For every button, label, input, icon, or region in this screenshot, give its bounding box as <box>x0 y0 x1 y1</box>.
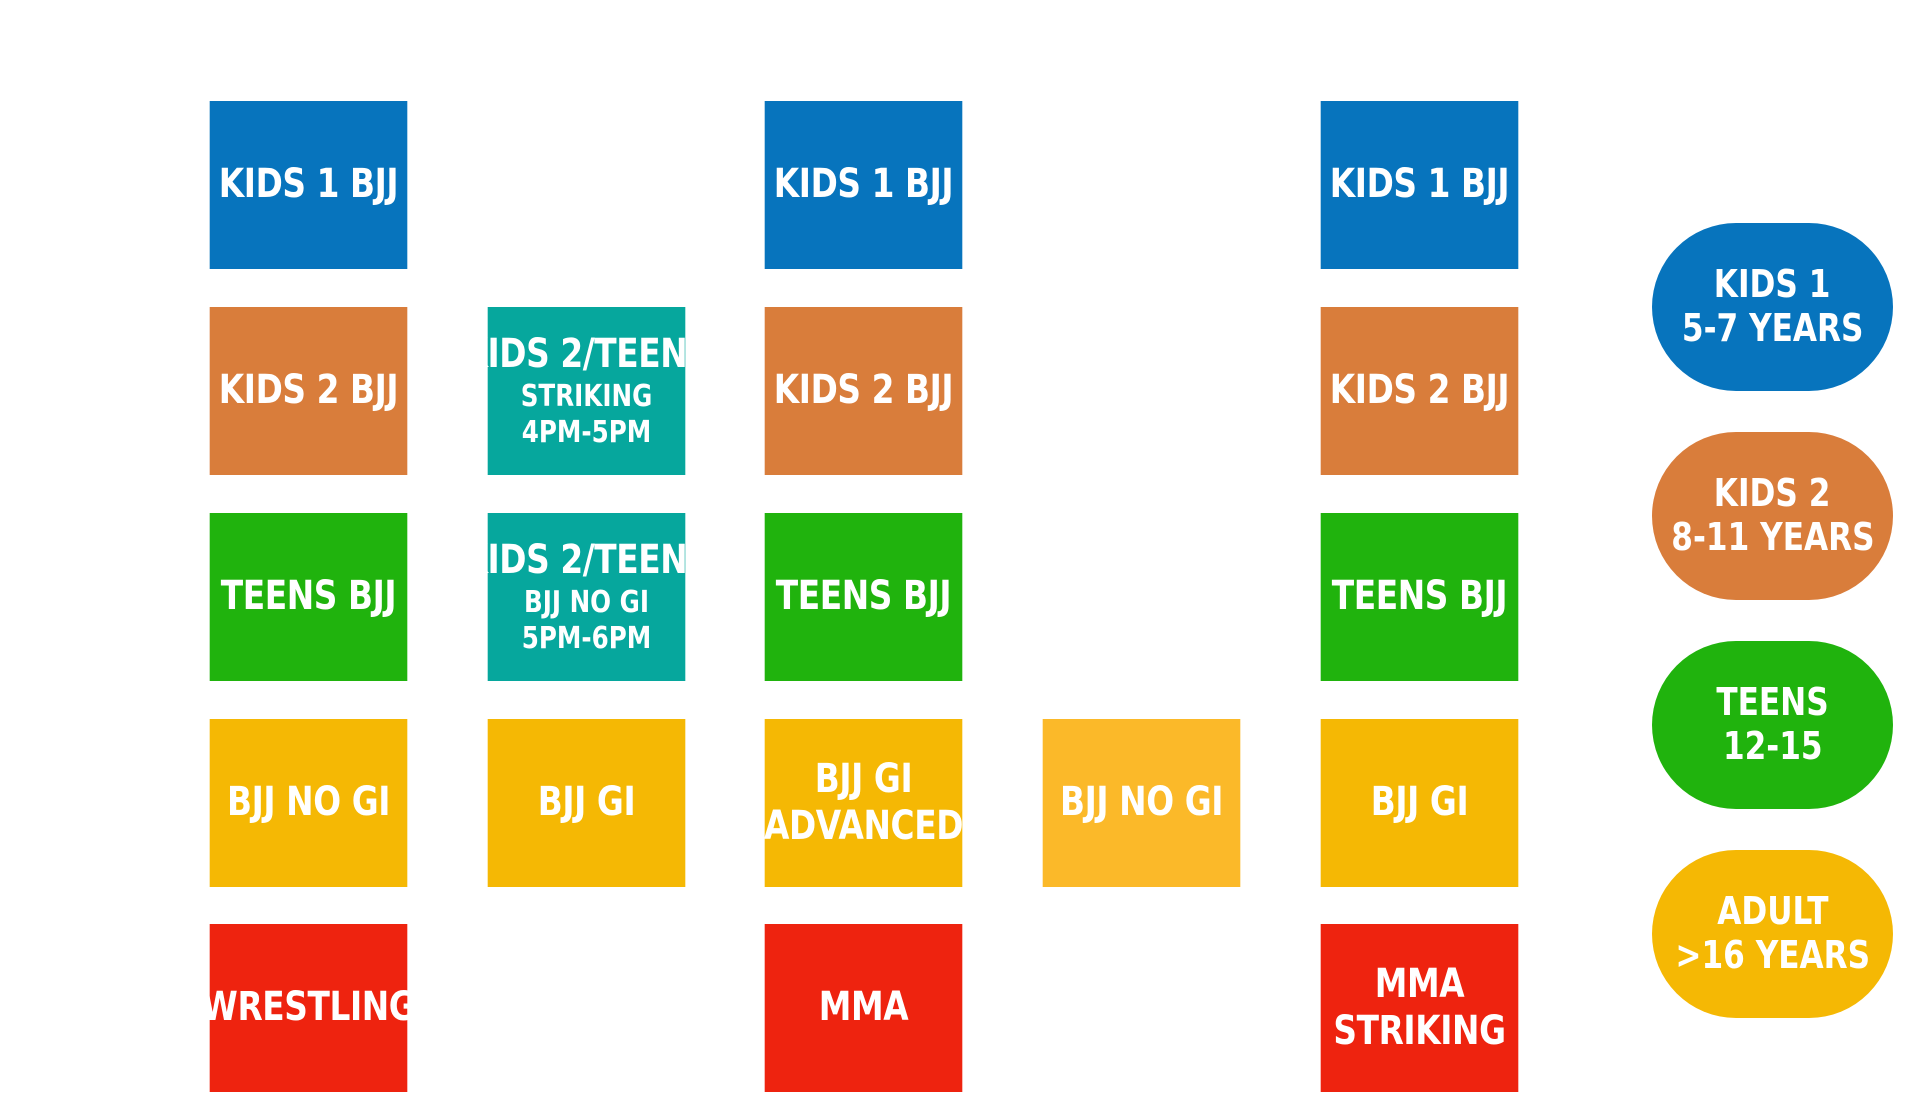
class-label: KIDS 2 BJJ <box>773 367 954 414</box>
class-label: KIDS 1 BJJ <box>218 161 399 208</box>
class-label: KIDS 2/TEENS <box>462 331 711 378</box>
class-time: 4PM-5PM <box>521 414 652 450</box>
class-label: TEENS BJJ <box>775 573 952 620</box>
class-label-line2: ADVANCED <box>763 803 964 849</box>
class-label: TEENS BJJ <box>220 573 397 620</box>
class-label: BJJ NO GI <box>1059 779 1224 826</box>
class-label: KIDS 1 BJJ <box>1329 161 1510 208</box>
legend-adult: ADULT >16 YEARS <box>1652 850 1893 1018</box>
legend-group-name: KIDS 2 <box>1714 471 1831 516</box>
class-sublabel: STRIKING <box>520 378 653 414</box>
class-kids1-bjj-col1[interactable]: KIDS 1 BJJ <box>209 101 408 269</box>
class-bjj-gi-advanced-col3[interactable]: BJJ GI ADVANCED <box>763 719 964 887</box>
class-bjj-no-gi-col1[interactable]: BJJ NO GI <box>209 719 408 887</box>
legend-group-name: ADULT <box>1716 889 1829 934</box>
legend-kids1: KIDS 1 5-7 YEARS <box>1652 223 1893 391</box>
class-kids2-teens-bjj-no-gi-col2[interactable]: KIDS 2/TEENS BJJ NO GI 5PM-6PM <box>462 513 711 681</box>
class-time: 5PM-6PM <box>521 620 652 656</box>
legend-age-range: 8-11 YEARS <box>1670 515 1875 559</box>
class-sublabel: BJJ NO GI <box>523 584 650 620</box>
legend-age-range: 12-15 <box>1722 724 1823 768</box>
class-label: KIDS 2/TEENS <box>462 537 711 584</box>
class-teens-bjj-col1[interactable]: TEENS BJJ <box>209 513 408 681</box>
class-label: TEENS BJJ <box>1331 573 1508 620</box>
class-label: BJJ NO GI <box>226 779 391 826</box>
legend-group-name: KIDS 1 <box>1714 262 1831 307</box>
class-label: BJJ GI <box>537 779 636 826</box>
class-mma-col3[interactable]: MMA <box>764 924 963 1092</box>
class-teens-bjj-col3[interactable]: TEENS BJJ <box>764 513 963 681</box>
class-bjj-gi-col5[interactable]: BJJ GI <box>1320 719 1519 887</box>
legend-group-name: TEENS <box>1716 680 1829 725</box>
class-teens-bjj-col5[interactable]: TEENS BJJ <box>1320 513 1519 681</box>
class-label: KIDS 2 BJJ <box>1329 367 1510 414</box>
class-label: KIDS 1 BJJ <box>773 161 954 208</box>
class-label-line2: STRIKING <box>1333 1008 1506 1054</box>
class-wrestling-col1[interactable]: WRESTLING <box>202 924 416 1092</box>
class-label: WRESTLING <box>201 984 416 1031</box>
class-label: KIDS 2 BJJ <box>218 367 399 414</box>
class-label: BJJ GI <box>1370 779 1469 826</box>
class-kids2-bjj-col1[interactable]: KIDS 2 BJJ <box>209 307 408 475</box>
class-kids2-bjj-col5[interactable]: KIDS 2 BJJ <box>1320 307 1519 475</box>
legend-kids2: KIDS 2 8-11 YEARS <box>1652 432 1893 600</box>
class-label: MMA <box>1374 960 1465 1007</box>
legend-age-range: 5-7 YEARS <box>1681 306 1864 350</box>
class-label: BJJ GI <box>814 755 913 802</box>
class-bjj-no-gi-col4[interactable]: BJJ NO GI <box>1042 719 1241 887</box>
class-mma-striking-col5[interactable]: MMA STRIKING <box>1320 924 1519 1092</box>
legend-age-range: >16 YEARS <box>1675 933 1870 977</box>
class-bjj-gi-col2[interactable]: BJJ GI <box>487 719 686 887</box>
class-kids2-teens-striking-col2[interactable]: KIDS 2/TEENS STRIKING 4PM-5PM <box>462 307 711 475</box>
class-kids2-bjj-col3[interactable]: KIDS 2 BJJ <box>764 307 963 475</box>
class-kids1-bjj-col3[interactable]: KIDS 1 BJJ <box>764 101 963 269</box>
class-label: MMA <box>818 984 909 1031</box>
legend-teens: TEENS 12-15 <box>1652 641 1893 809</box>
class-kids1-bjj-col5[interactable]: KIDS 1 BJJ <box>1320 101 1519 269</box>
